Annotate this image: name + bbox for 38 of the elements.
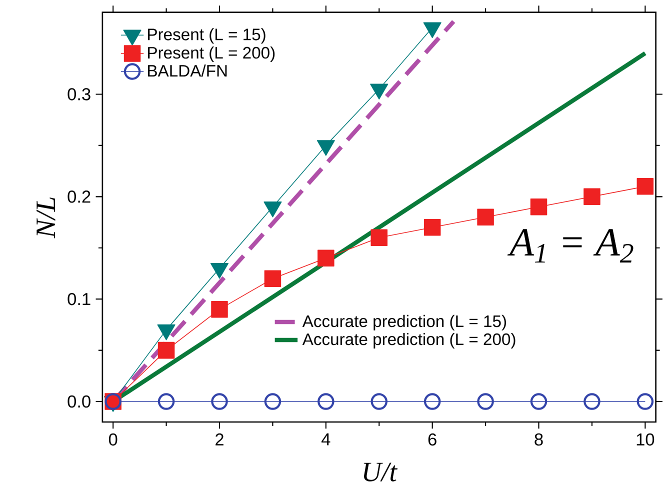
x-axis-title: U/t <box>364 462 398 482</box>
point <box>530 198 548 216</box>
point <box>477 208 494 226</box>
annotation: A$_{1}$ = A$_{2}$ <box>507 229 634 263</box>
x-tick-label: 8 <box>534 433 543 446</box>
y-axis-title: N/L <box>36 198 56 238</box>
x-tick-label: 6 <box>428 433 436 446</box>
point <box>477 393 494 410</box>
point <box>264 270 282 288</box>
x-tick-label: 4 <box>322 433 330 446</box>
point <box>158 342 175 359</box>
x-tick-label: 2 <box>216 433 224 446</box>
point <box>264 393 282 410</box>
point <box>318 250 334 267</box>
y-tick-label: 0.2 <box>68 190 90 203</box>
legend-label: Accurate prediction (L = 200) <box>302 333 516 349</box>
point <box>584 188 600 206</box>
y-tick-label: 0.0 <box>68 395 90 408</box>
x-tick-label: 10 <box>636 433 654 446</box>
point <box>424 219 441 236</box>
point <box>370 393 388 410</box>
legend-label: Present (L = 15) <box>148 28 266 44</box>
legend-label: Accurate prediction (L = 15) <box>302 315 506 331</box>
point <box>530 393 548 410</box>
legend-label: Present (L = 200) <box>148 46 275 62</box>
point <box>584 393 600 410</box>
legend-label: BALDA/FN <box>148 64 227 77</box>
point <box>318 393 334 410</box>
point <box>636 178 654 195</box>
point <box>158 393 175 410</box>
y-tick-label: 0.3 <box>68 88 90 100</box>
y-tick-label: 0.1 <box>68 293 90 306</box>
point <box>370 229 388 246</box>
point <box>636 393 654 410</box>
point <box>211 301 228 318</box>
x-tick-label: 0 <box>108 433 118 446</box>
point <box>424 393 441 410</box>
point <box>211 393 228 410</box>
